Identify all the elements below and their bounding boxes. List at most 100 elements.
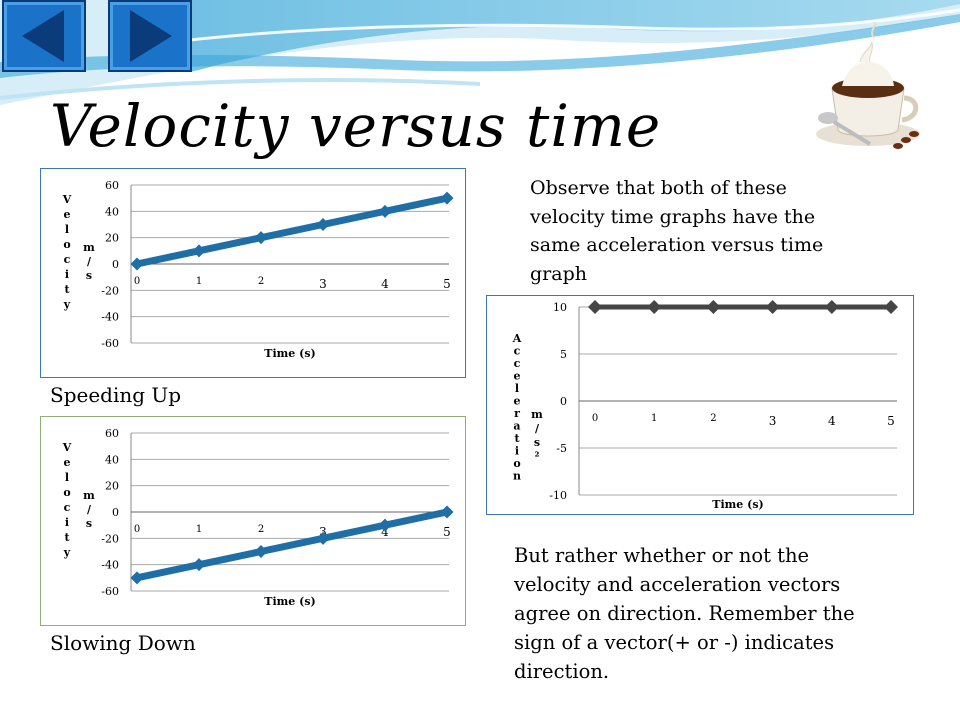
y-tick-label: 0 (112, 258, 119, 271)
x-tick-label: 1 (651, 413, 657, 424)
y-axis-title-letter: o (513, 457, 520, 470)
data-point (316, 218, 330, 231)
direction-explanation-text: But rather whether or not the velocity a… (514, 544, 855, 683)
x-tick-label: 2 (710, 413, 716, 424)
y-axis-title-letter: c (514, 345, 521, 358)
y-axis-unit-char: m (83, 489, 95, 502)
data-point (765, 300, 780, 314)
y-tick-label: 20 (105, 480, 119, 493)
x-tick-label: 3 (319, 277, 327, 291)
data-point (130, 571, 144, 585)
data-point (884, 300, 898, 314)
y-tick-label: -40 (101, 559, 119, 572)
data-point (378, 518, 392, 532)
y-axis-unit-char: s (86, 269, 92, 282)
y-axis-title-letter: c (514, 357, 521, 370)
y-tick-label: -40 (101, 311, 119, 324)
y-axis-unit-char: s (86, 517, 92, 530)
forward-button[interactable] (108, 0, 192, 72)
x-tick-label: 4 (381, 525, 389, 539)
back-button[interactable] (2, 0, 86, 72)
y-axis-title-letter: o (63, 486, 70, 499)
slowing-down-label: Slowing Down (50, 631, 196, 655)
y-axis-title-letter: V (62, 441, 72, 454)
data-point (647, 300, 662, 314)
y-tick-label: -20 (101, 532, 119, 545)
y-axis-title-letter: y (63, 546, 71, 559)
y-axis-unit-char: m (83, 241, 95, 254)
x-tick-label: 0 (134, 524, 140, 535)
y-axis-title-letter: c (64, 253, 71, 266)
x-tick-label: 4 (828, 414, 836, 428)
series-line (136, 194, 448, 268)
data-point (378, 204, 392, 218)
y-axis-title-letter: l (515, 382, 519, 395)
y-tick-label: 60 (105, 179, 119, 192)
y-tick-label: -10 (549, 489, 567, 502)
data-point (440, 505, 454, 519)
y-axis-title-letter: e (514, 370, 521, 383)
y-axis-title-letter: o (63, 238, 70, 251)
x-tick-label: 1 (196, 524, 202, 535)
data-point (130, 257, 144, 271)
coffee-cup-image (816, 22, 920, 149)
data-point (192, 244, 206, 258)
y-axis-title-letter: c (64, 501, 71, 514)
slide-title: Velocity versus time (50, 92, 662, 160)
x-tick-label: 2 (258, 276, 264, 287)
data-point (440, 191, 454, 205)
y-tick-label: -5 (556, 442, 567, 455)
y-tick-label: -60 (101, 337, 119, 350)
speeding-chart-svg: 60 40 20 0 -20 -40 -60 0 1 2 3 4 5 Time (s) Velocity m/… (62, 179, 454, 360)
y-axis-title-letter: V (62, 193, 72, 206)
data-point (254, 231, 268, 245)
series-line (136, 508, 448, 582)
y-axis-title-letter: r (514, 407, 520, 420)
y-tick-label: -60 (101, 585, 119, 598)
x-axis-title: Time (s) (712, 498, 763, 511)
y-axis-unit-char: / (535, 422, 540, 435)
y-axis-unit-char: ² (535, 450, 540, 463)
speeding-up-label: Speeding Up (50, 383, 182, 407)
y-axis-title-letter: e (64, 208, 71, 221)
data-point (824, 300, 839, 314)
x-axis-title: Time (s) (264, 347, 315, 360)
x-tick-label: 5 (443, 277, 451, 291)
y-axis-title-letter: t (64, 283, 70, 296)
y-tick-label: 20 (105, 232, 119, 245)
y-axis-title-letter: y (63, 298, 71, 311)
y-axis-title-letter: l (65, 471, 69, 484)
y-tick-label: 5 (560, 348, 567, 361)
data-point (254, 545, 268, 558)
x-tick-label: 5 (443, 525, 451, 539)
data-point (588, 300, 602, 314)
y-tick-label: 0 (560, 395, 567, 408)
data-point (316, 531, 330, 545)
y-axis-title-letter: i (65, 516, 69, 529)
y-tick-label: 40 (105, 205, 119, 218)
observe-text: Observe that both of these velocity time… (530, 177, 824, 285)
x-tick-label: 5 (887, 414, 895, 428)
y-axis-title-letter: e (64, 456, 71, 469)
y-axis-title-letter: t (514, 432, 520, 445)
x-tick-label: 0 (592, 413, 598, 424)
y-tick-label: 60 (105, 427, 119, 440)
y-axis-title-letter: i (515, 445, 519, 458)
x-tick-label: 2 (258, 524, 264, 535)
y-axis-unit-char: / (87, 255, 92, 268)
y-axis-title-letter: l (65, 223, 69, 236)
x-axis-title: Time (s) (264, 595, 315, 608)
y-axis-unit-char: m (531, 408, 543, 421)
y-axis-title-letter: n (513, 470, 521, 483)
left-triangle-icon (22, 10, 64, 62)
x-tick-label: 3 (769, 414, 777, 428)
y-axis-unit-char: s (534, 436, 540, 449)
y-axis-title-letter: a (513, 420, 520, 433)
y-axis-title-letter: t (64, 531, 70, 544)
y-axis-title-letter: i (65, 268, 69, 281)
data-point (192, 558, 206, 572)
